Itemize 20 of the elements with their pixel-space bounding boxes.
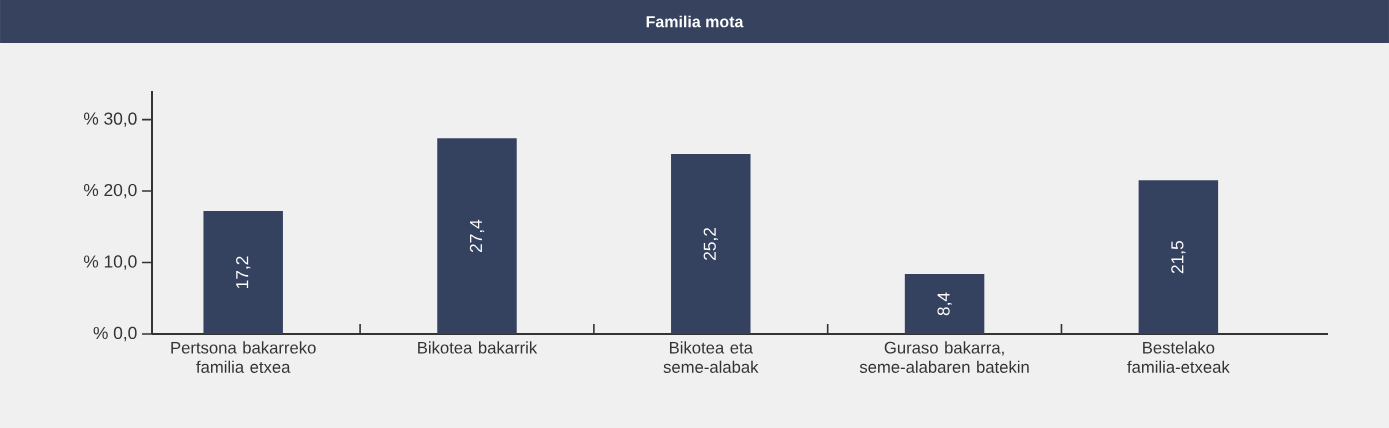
x-tick-label: Bikotea bakarrik <box>418 341 538 354</box>
x-tick-label: Guraso bakarra, seme-alabaren batekin <box>859 341 1029 373</box>
y-tick-label: % 30,0 <box>83 112 137 127</box>
data-label: 27,4 <box>469 219 485 253</box>
x-tick-label: Bikotea eta seme-alabak <box>663 341 759 373</box>
bar <box>904 273 985 334</box>
x-tick-label: Bestelako familia-etxeak <box>1127 341 1230 373</box>
data-label: 17,2 <box>236 256 251 289</box>
data-label: 21,5 <box>1171 241 1186 274</box>
bar <box>671 153 751 334</box>
y-tick-label: % 0,0 <box>93 326 137 342</box>
data-label: 25,2 <box>703 227 718 260</box>
data-label: 8,4 <box>937 292 952 316</box>
y-tick-label: % 20,0 <box>83 183 137 199</box>
bar <box>203 211 283 334</box>
bar <box>437 138 517 334</box>
chart-title: Familia mota <box>646 15 744 28</box>
x-tick-label: Pertsona bakarreko familia etxea <box>171 341 316 373</box>
bar <box>1138 180 1219 334</box>
y-tick-label: % 10,0 <box>83 255 137 270</box>
